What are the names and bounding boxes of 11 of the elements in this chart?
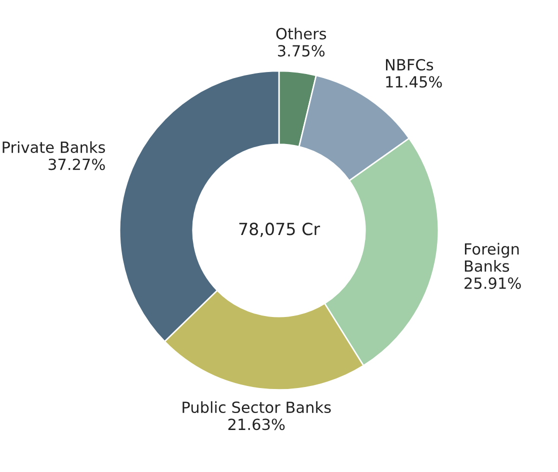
slice-label: Public Sector Banks bbox=[182, 401, 331, 414]
slice-label: Others bbox=[276, 28, 326, 40]
slice-label: NBFCs bbox=[386, 58, 434, 71]
data-label: 37.27% bbox=[48, 158, 105, 170]
slice-label: Foreign Banks bbox=[464, 242, 519, 272]
data-label: 11.45% bbox=[386, 76, 442, 88]
data-label: 3.75% bbox=[278, 45, 325, 57]
slice-label: Private Banks bbox=[2, 141, 105, 154]
text: 78,075 Cr bbox=[239, 222, 320, 237]
data-label: 25.91% bbox=[464, 277, 521, 289]
data-label: 21.63% bbox=[228, 418, 285, 430]
